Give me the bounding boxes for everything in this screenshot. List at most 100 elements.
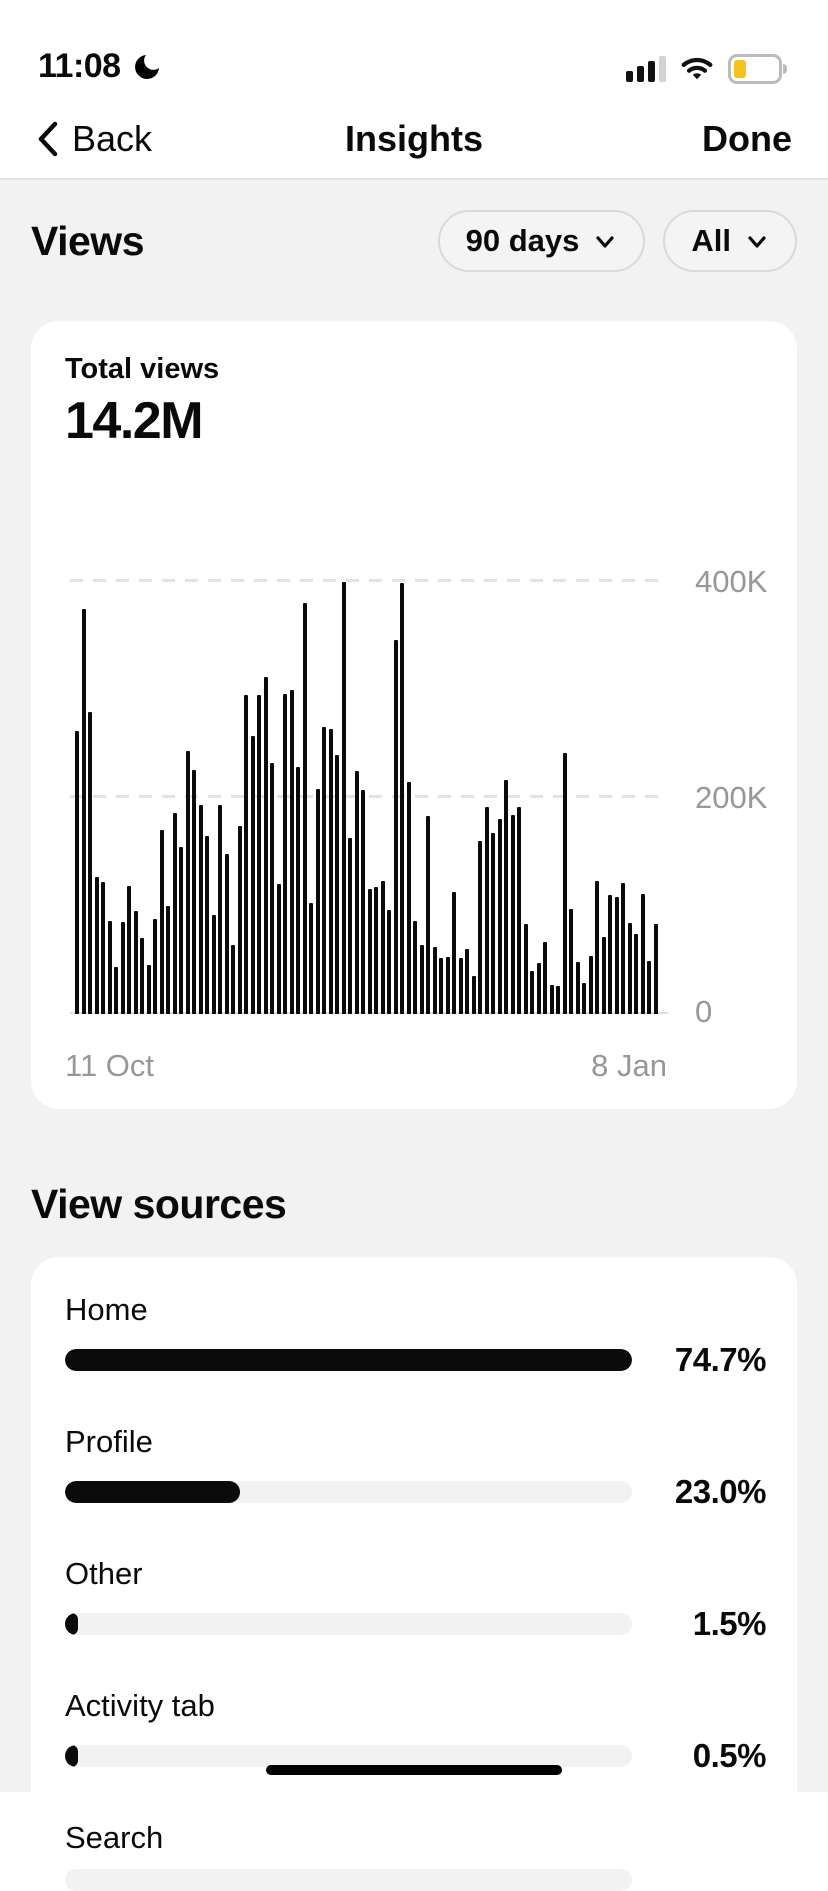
chart-bar[interactable]: [322, 726, 327, 1014]
chart-bar[interactable]: [172, 813, 177, 1014]
chart-bar[interactable]: [211, 914, 216, 1014]
chart-bar[interactable]: [94, 876, 99, 1014]
chart-bar[interactable]: [601, 937, 606, 1014]
chart-bar[interactable]: [341, 582, 346, 1014]
chart-bar[interactable]: [653, 924, 658, 1014]
back-button[interactable]: Back: [36, 118, 256, 160]
chart-bar[interactable]: [556, 985, 561, 1014]
chart-bar[interactable]: [309, 902, 314, 1014]
chart-bar[interactable]: [595, 881, 600, 1014]
chart-bar[interactable]: [88, 711, 93, 1014]
chart-bar[interactable]: [283, 694, 288, 1014]
chart-bar[interactable]: [387, 910, 392, 1014]
chart-bar[interactable]: [445, 956, 450, 1014]
chart-bar[interactable]: [263, 677, 268, 1014]
views-bar-chart[interactable]: 400K 200K 0: [65, 484, 767, 1029]
chart-bar[interactable]: [452, 892, 457, 1014]
chart-bar[interactable]: [185, 750, 190, 1014]
chart-bar[interactable]: [367, 888, 372, 1014]
chart-bar[interactable]: [127, 885, 132, 1014]
chart-bar[interactable]: [569, 909, 574, 1014]
chart-bar[interactable]: [296, 766, 301, 1014]
chart-bar[interactable]: [484, 806, 489, 1014]
chart-bar[interactable]: [471, 976, 476, 1014]
done-button[interactable]: Done: [702, 118, 792, 159]
chart-bar[interactable]: [634, 934, 639, 1014]
chart-bar[interactable]: [627, 923, 632, 1014]
chart-bar[interactable]: [588, 955, 593, 1014]
chart-bar[interactable]: [231, 944, 236, 1014]
chart-bar[interactable]: [101, 882, 106, 1014]
chart-bar[interactable]: [530, 970, 535, 1014]
chart-bar[interactable]: [426, 816, 431, 1014]
chart-bar[interactable]: [478, 841, 483, 1014]
chart-bar[interactable]: [491, 832, 496, 1014]
view-sources-card: Home 74.7% Profile 23.0% Other 1.5% Activity t…: [31, 1257, 797, 1891]
chart-bar[interactable]: [107, 921, 112, 1014]
chart-bar[interactable]: [133, 911, 138, 1014]
chart-bar[interactable]: [224, 854, 229, 1014]
chart-bar[interactable]: [205, 835, 210, 1014]
chart-bar[interactable]: [120, 922, 125, 1014]
chart-bar[interactable]: [328, 728, 333, 1014]
chart-bar[interactable]: [114, 966, 119, 1014]
chart-bar[interactable]: [517, 806, 522, 1014]
chart-bar[interactable]: [432, 947, 437, 1014]
chart-bar[interactable]: [614, 897, 619, 1014]
chart-bar[interactable]: [621, 883, 626, 1014]
chart-bar[interactable]: [419, 944, 424, 1014]
chart-bar[interactable]: [140, 938, 145, 1014]
chart-bar[interactable]: [504, 779, 509, 1014]
chart-bar[interactable]: [289, 690, 294, 1014]
chart-bar[interactable]: [198, 804, 203, 1014]
chart-bar[interactable]: [439, 957, 444, 1014]
chart-bar[interactable]: [582, 982, 587, 1014]
chart-bar[interactable]: [218, 804, 223, 1014]
chart-bar[interactable]: [335, 754, 340, 1014]
chart-bar[interactable]: [276, 884, 281, 1014]
chart-bar[interactable]: [153, 919, 158, 1014]
chart-bar[interactable]: [393, 640, 398, 1014]
chart-bar[interactable]: [647, 961, 652, 1014]
chart-bar[interactable]: [257, 695, 262, 1014]
ytick-400k: 400K: [695, 564, 768, 599]
chart-bar[interactable]: [465, 949, 470, 1014]
chart-bar[interactable]: [575, 962, 580, 1014]
chart-bar[interactable]: [315, 789, 320, 1014]
chart-bar[interactable]: [406, 781, 411, 1014]
chart-bar[interactable]: [374, 886, 379, 1014]
chart-bar[interactable]: [413, 921, 418, 1014]
chart-bar[interactable]: [562, 752, 567, 1014]
chart-bar[interactable]: [640, 894, 645, 1014]
chart-bar[interactable]: [348, 838, 353, 1014]
chart-bar[interactable]: [237, 826, 242, 1014]
chart-bar[interactable]: [302, 602, 307, 1014]
chart-bar[interactable]: [250, 736, 255, 1014]
chart-bar[interactable]: [549, 984, 554, 1014]
chart-bar[interactable]: [244, 695, 249, 1014]
chart-bar[interactable]: [270, 763, 275, 1014]
chart-bar[interactable]: [361, 790, 366, 1014]
home-indicator[interactable]: [266, 1765, 562, 1775]
range-filter-dropdown[interactable]: 90 days: [437, 210, 646, 272]
chart-bar[interactable]: [380, 881, 385, 1014]
chart-bar[interactable]: [179, 846, 184, 1014]
chart-bar[interactable]: [166, 906, 171, 1014]
chart-bar[interactable]: [354, 771, 359, 1014]
chart-bar[interactable]: [146, 965, 151, 1014]
chart-bar[interactable]: [75, 731, 80, 1014]
chart-bar[interactable]: [510, 815, 515, 1014]
chart-bar[interactable]: [497, 818, 502, 1014]
chart-bar[interactable]: [608, 895, 613, 1014]
chart-bar[interactable]: [458, 957, 463, 1014]
chart-bar[interactable]: [543, 941, 548, 1014]
source-bar-track: [65, 1613, 632, 1635]
chart-bar[interactable]: [81, 609, 86, 1014]
status-left: 11:08: [38, 47, 163, 86]
scope-filter-dropdown[interactable]: All: [663, 210, 797, 272]
chart-bar[interactable]: [400, 583, 405, 1014]
chart-bar[interactable]: [159, 830, 164, 1014]
chart-bar[interactable]: [192, 769, 197, 1014]
chart-bar[interactable]: [536, 963, 541, 1014]
chart-bar[interactable]: [523, 924, 528, 1014]
